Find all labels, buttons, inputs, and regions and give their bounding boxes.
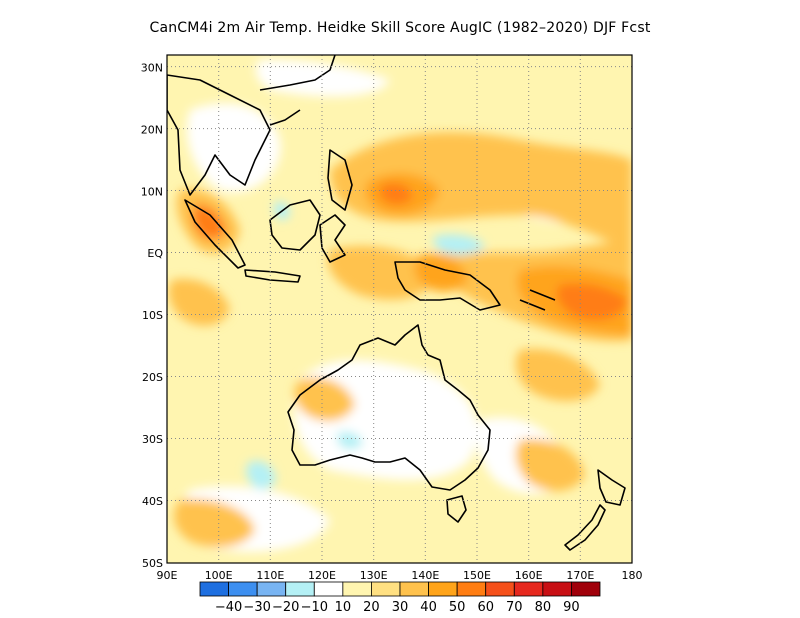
y-axis-labels: 30N 20N 10N EQ 10S 20S 30S 40S 50S: [141, 61, 164, 570]
x-tick-label: 150E: [463, 569, 491, 582]
y-tick-label: 40S: [142, 495, 163, 508]
coast-tasmania: [446, 495, 467, 523]
colorbar-label: 70: [506, 600, 523, 615]
orange-patch-sw: [173, 499, 255, 548]
colorbar-swatch: [571, 581, 601, 597]
orange-patch-coral: [515, 349, 600, 402]
map-title: CanCM4i 2m Air Temp. Heidke Skill Score …: [149, 20, 651, 36]
red-core-east: [556, 283, 628, 320]
x-tick-label: 90E: [157, 569, 178, 582]
colorbar: −40 −30 −20 −10 10 20 30 40 50 60 70 80 90: [199, 581, 601, 615]
colorbar-label: 90: [563, 600, 580, 615]
coastlines: [167, 55, 626, 551]
colorbar-swatch: [256, 581, 287, 597]
orange-patch-png: [327, 246, 440, 300]
colorbar-swatch: [371, 581, 401, 597]
colorbar-label: 10: [335, 600, 352, 615]
dark-orange-lae: [414, 253, 468, 292]
colorbar-label: 50: [449, 600, 466, 615]
colorbar-swatch: [513, 581, 544, 597]
red-core-10n: [379, 183, 413, 205]
colorbar-label: 60: [477, 600, 494, 615]
y-tick-label: 10N: [141, 185, 163, 198]
neutral-region-indochina: [186, 103, 281, 193]
colorbar-swatch: [313, 581, 344, 597]
orange-band-west-pacific: [330, 132, 632, 250]
coast-java: [244, 269, 301, 283]
y-tick-label: 20N: [141, 123, 163, 136]
negative-patch-equator: [432, 234, 485, 255]
y-tick-label: 30S: [142, 433, 163, 446]
colorbar-swatch: [456, 581, 487, 597]
colorbar-swatch: [228, 581, 258, 597]
coast-philippines: [327, 149, 353, 211]
colorbar-swatch: [399, 581, 429, 597]
colorbar-label: −10: [301, 600, 328, 615]
coast-sulawesi: [319, 214, 346, 263]
coast-new-guinea: [394, 261, 501, 311]
x-tick-label: 140E: [411, 569, 439, 582]
coast-indochina: [167, 74, 271, 196]
negative-patch-south-aus: [337, 431, 363, 450]
coast-china: [259, 55, 336, 126]
neutral-region-north: [255, 59, 390, 97]
negative-patch-indian-ocean: [246, 460, 276, 490]
x-tick-label: 170E: [566, 569, 594, 582]
coast-borneo: [269, 199, 321, 251]
x-tick-label: 130E: [360, 569, 388, 582]
colorbar-swatch: [285, 581, 315, 597]
dark-orange-sumatra: [192, 204, 226, 240]
coast-australia: [287, 324, 491, 491]
y-tick-label: EQ: [147, 247, 163, 260]
coast-sumatra: [184, 199, 246, 269]
colorbar-swatch: [428, 581, 458, 597]
y-tick-label: 30N: [141, 61, 163, 74]
x-tick-label: 100E: [205, 569, 233, 582]
y-tick-label: 50S: [142, 557, 163, 570]
colorbar-label: 80: [535, 600, 552, 615]
plot-area: [167, 55, 632, 563]
x-axis-labels: 90E 100E 110E 120E 130E 140E 150E 160E 170E 180: [157, 569, 643, 582]
x-tick-label: 180: [622, 569, 643, 582]
coast-new-zealand-south: [564, 504, 606, 551]
colorbar-swatch: [542, 581, 572, 597]
coast-solomons: [519, 289, 556, 311]
x-tick-label: 160E: [515, 569, 543, 582]
colorbar-label: 20: [363, 600, 380, 615]
colorbar-label: 40: [420, 600, 437, 615]
orange-patch-se: [515, 439, 585, 492]
coast-new-zealand-north: [597, 469, 626, 506]
grid-lines: [167, 55, 632, 563]
y-tick-label: 20S: [142, 371, 163, 384]
colorbar-swatch: [342, 581, 372, 597]
colorbar-label: −20: [272, 600, 299, 615]
colorbar-label: −30: [243, 600, 270, 615]
x-tick-label: 110E: [256, 569, 284, 582]
plot-frame: [166, 54, 633, 564]
y-tick-label: 10S: [142, 309, 163, 322]
x-tick-label: 120E: [308, 569, 336, 582]
colorbar-label: 30: [392, 600, 409, 615]
colorbar-swatch: [199, 581, 229, 597]
colorbar-label: −40: [215, 600, 242, 615]
colorbar-swatch: [485, 581, 515, 597]
